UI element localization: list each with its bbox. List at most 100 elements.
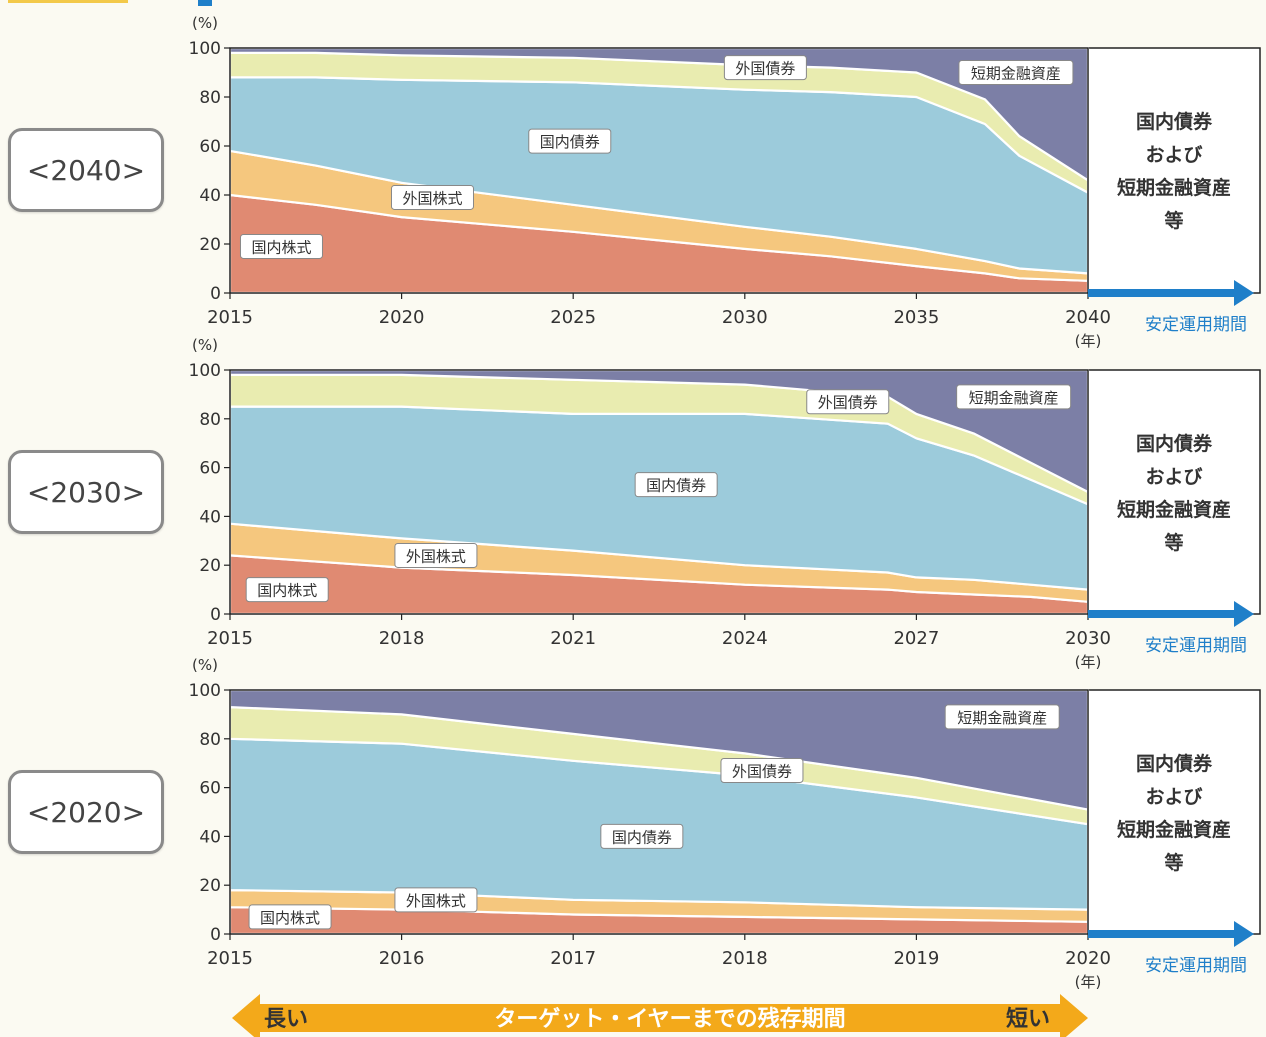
series-label-box — [723, 55, 807, 81]
y-tick-label: 100 — [189, 39, 221, 59]
stable-period-arrow-head — [1234, 280, 1254, 306]
series-label-domestic-bonds: 国内債券 — [646, 477, 706, 495]
series-label-foreign-bonds: 外国債券 — [732, 763, 792, 781]
stable-period-label: 安定運用期間 — [1145, 636, 1247, 656]
series-label-foreign-stocks: 外国株式 — [406, 892, 466, 910]
y-tick-label: 80 — [199, 730, 221, 750]
right-info-box — [1087, 689, 1261, 935]
x-tick-label: 2017 — [550, 948, 596, 969]
x-tick-label: 2021 — [550, 628, 596, 649]
x-tick-label: 2030 — [722, 307, 768, 328]
x-tick-label: 2020 — [379, 307, 425, 328]
plot-frame — [229, 369, 1089, 615]
series-label-box — [245, 577, 329, 603]
series-label-domestic-stocks: 国内株式 — [257, 582, 317, 600]
series-label-box — [239, 233, 323, 259]
stable-period-arrow-head — [1234, 921, 1254, 947]
y-tick-label: 40 — [199, 507, 221, 527]
x-tick-label: 2025 — [550, 307, 596, 328]
stable-period-arrow-shaft — [1088, 289, 1238, 297]
series-label-short-term: 短期金融資産 — [957, 709, 1047, 727]
arrow-center-label: ターゲット・イヤーまでの残存期間 — [494, 1006, 845, 1032]
series-label-box — [634, 472, 718, 498]
stable-period-label: 安定運用期間 — [1145, 315, 1247, 335]
right-info-line: および — [1145, 466, 1202, 488]
x-tick-label: 2018 — [379, 628, 425, 649]
right-info-line: および — [1145, 786, 1202, 808]
y-tick-label: 40 — [199, 827, 221, 847]
x-tick-label: 2018 — [722, 948, 768, 969]
remaining-period-arrow — [232, 994, 1088, 1037]
series-label-short-term: 短期金融資産 — [971, 65, 1061, 83]
series-label-foreign-stocks: 外国株式 — [406, 547, 466, 565]
y-tick-label: 80 — [199, 88, 221, 108]
y-tick-label: 60 — [199, 137, 221, 157]
series-label-foreign-bonds: 外国債券 — [818, 394, 878, 412]
right-info-line: 短期金融資産 — [1117, 498, 1231, 521]
series-label-box — [806, 389, 890, 415]
right-info-line: 短期金融資産 — [1117, 818, 1231, 841]
x-unit-label: (年) — [1075, 653, 1102, 671]
y-unit-label: (%) — [192, 656, 218, 674]
chart-label-2040: <2040> — [8, 128, 164, 212]
chart-label-2030: <2030> — [8, 450, 164, 534]
series-label-box — [248, 904, 332, 930]
right-info-line: 国内債券 — [1136, 752, 1213, 775]
series-label-box — [394, 887, 478, 913]
series-label-box — [958, 60, 1074, 85]
x-unit-label: (年) — [1075, 332, 1102, 350]
header-mark — [198, 0, 212, 6]
x-tick-label: 2015 — [207, 307, 253, 328]
arrow-right-label: 短い — [1006, 1007, 1050, 1032]
y-unit-label: (%) — [192, 14, 218, 32]
x-tick-label: 2015 — [207, 948, 253, 969]
series-label-domestic-bonds: 国内債券 — [612, 828, 672, 846]
y-tick-label: 80 — [199, 410, 221, 430]
series-label-domestic-stocks: 国内株式 — [260, 909, 320, 927]
series-label-domestic-bonds: 国内債券 — [540, 133, 600, 151]
y-tick-label: 60 — [199, 459, 221, 479]
x-tick-label: 2024 — [722, 628, 768, 649]
y-tick-label: 20 — [199, 556, 221, 576]
series-label-foreign-bonds: 外国債券 — [735, 60, 795, 78]
x-tick-label: 2020 — [1065, 948, 1111, 969]
series-label-domestic-stocks: 国内株式 — [251, 238, 311, 256]
series-label-short-term: 短期金融資産 — [969, 389, 1059, 407]
series-label-box — [944, 704, 1060, 730]
right-info-box — [1087, 369, 1261, 615]
y-tick-label: 0 — [210, 284, 221, 304]
y-tick-label: 40 — [199, 186, 221, 206]
x-tick-label: 2035 — [893, 307, 939, 328]
x-tick-label: 2040 — [1065, 307, 1111, 328]
right-info-line: および — [1145, 144, 1202, 166]
series-label-box — [394, 542, 478, 568]
x-tick-label: 2027 — [893, 628, 939, 649]
stable-period-arrow-shaft — [1088, 610, 1238, 618]
series-label-box — [390, 184, 474, 210]
x-tick-label: 2019 — [893, 948, 939, 969]
series-label-box — [600, 823, 684, 849]
plot-frame — [229, 47, 1089, 294]
right-info-line: 国内債券 — [1136, 110, 1213, 133]
x-tick-label: 2015 — [207, 628, 253, 649]
right-info-line: 等 — [1163, 851, 1183, 874]
y-tick-label: 0 — [210, 925, 221, 945]
series-label-foreign-stocks: 外国株式 — [402, 189, 462, 207]
right-info-line: 短期金融資産 — [1117, 176, 1231, 199]
y-tick-label: 100 — [189, 361, 221, 381]
stable-period-arrow-shaft — [1088, 930, 1238, 938]
series-label-box — [720, 758, 804, 784]
y-tick-label: 20 — [199, 235, 221, 255]
stable-period-arrow-head — [1234, 601, 1254, 627]
header-underline — [8, 0, 128, 3]
x-tick-label: 2016 — [379, 948, 425, 969]
right-info-line: 等 — [1163, 209, 1183, 232]
series-label-box — [956, 384, 1072, 410]
series-label-box — [528, 128, 612, 154]
right-info-line: 等 — [1163, 531, 1183, 554]
chart-label-2020: <2020> — [8, 770, 164, 854]
y-tick-label: 100 — [189, 681, 221, 701]
y-unit-label: (%) — [192, 336, 218, 354]
y-tick-label: 60 — [199, 779, 221, 799]
